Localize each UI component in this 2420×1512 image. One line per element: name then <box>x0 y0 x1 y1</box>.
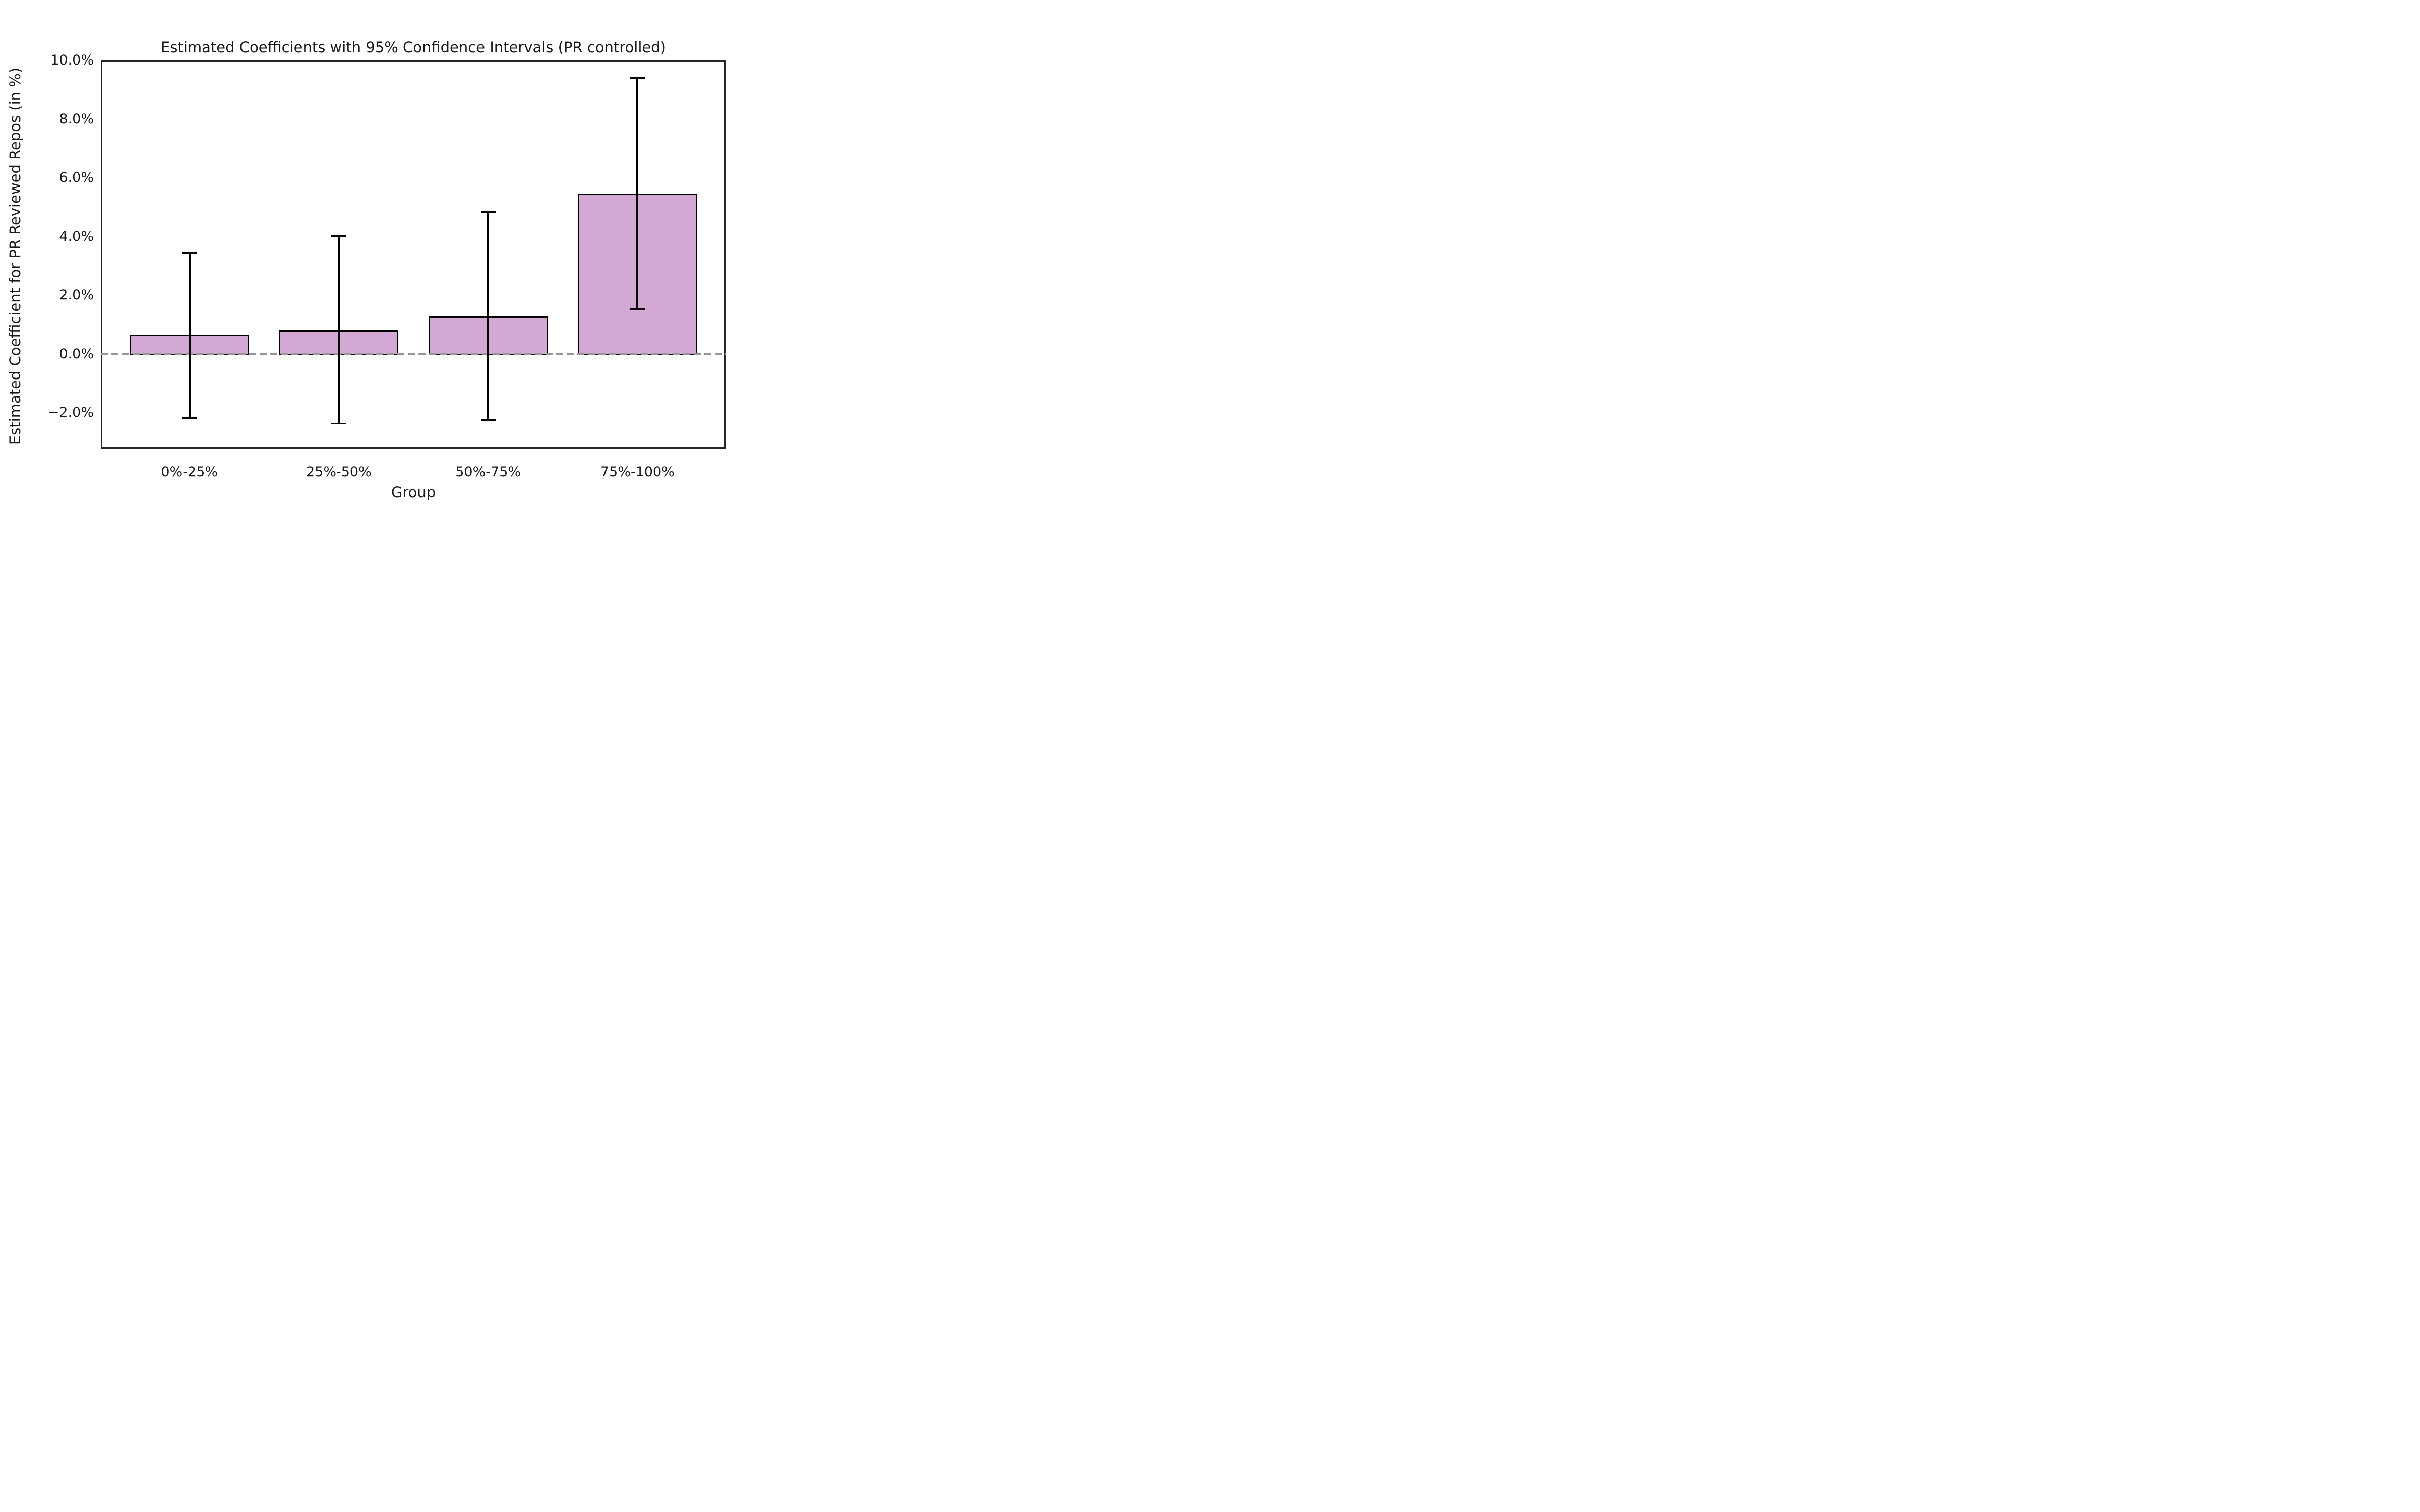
y-tick-label: −2.0% <box>47 405 94 421</box>
error-cap-lower-75%-100% <box>630 308 645 310</box>
error-bar-25%-50% <box>337 236 340 424</box>
error-cap-lower-25%-50% <box>331 422 346 425</box>
y-tick-label: 2.0% <box>59 287 94 303</box>
chart-title: Estimated Coefficients with 95% Confiden… <box>161 39 666 56</box>
y-tick-label: 6.0% <box>59 170 94 186</box>
error-cap-lower-0%-25% <box>182 416 197 419</box>
error-cap-upper-25%-50% <box>331 235 346 237</box>
error-cap-upper-0%-25% <box>182 251 197 254</box>
x-tick-label: 0%-25% <box>161 464 218 480</box>
zero-reference-line <box>101 353 726 355</box>
y-tick-label: 0.0% <box>59 346 94 362</box>
y-tick-label: 4.0% <box>59 228 94 244</box>
y-tick-label: 8.0% <box>59 111 94 127</box>
figure: Estimated Coefficients with 95% Confiden… <box>0 0 807 504</box>
error-cap-upper-75%-100% <box>630 77 645 79</box>
error-bar-0%-25% <box>188 253 191 418</box>
error-cap-lower-50%-75% <box>480 419 496 421</box>
y-tick-label: 10.0% <box>50 52 94 68</box>
error-cap-upper-50%-75% <box>480 211 496 213</box>
x-tick-label: 50%-75% <box>455 464 521 480</box>
x-tick-label: 75%-100% <box>600 464 675 480</box>
error-bar-50%-75% <box>487 212 490 420</box>
error-bar-75%-100% <box>636 78 639 309</box>
x-axis-label: Group <box>391 484 436 501</box>
x-tick-label: 25%-50% <box>306 464 372 480</box>
